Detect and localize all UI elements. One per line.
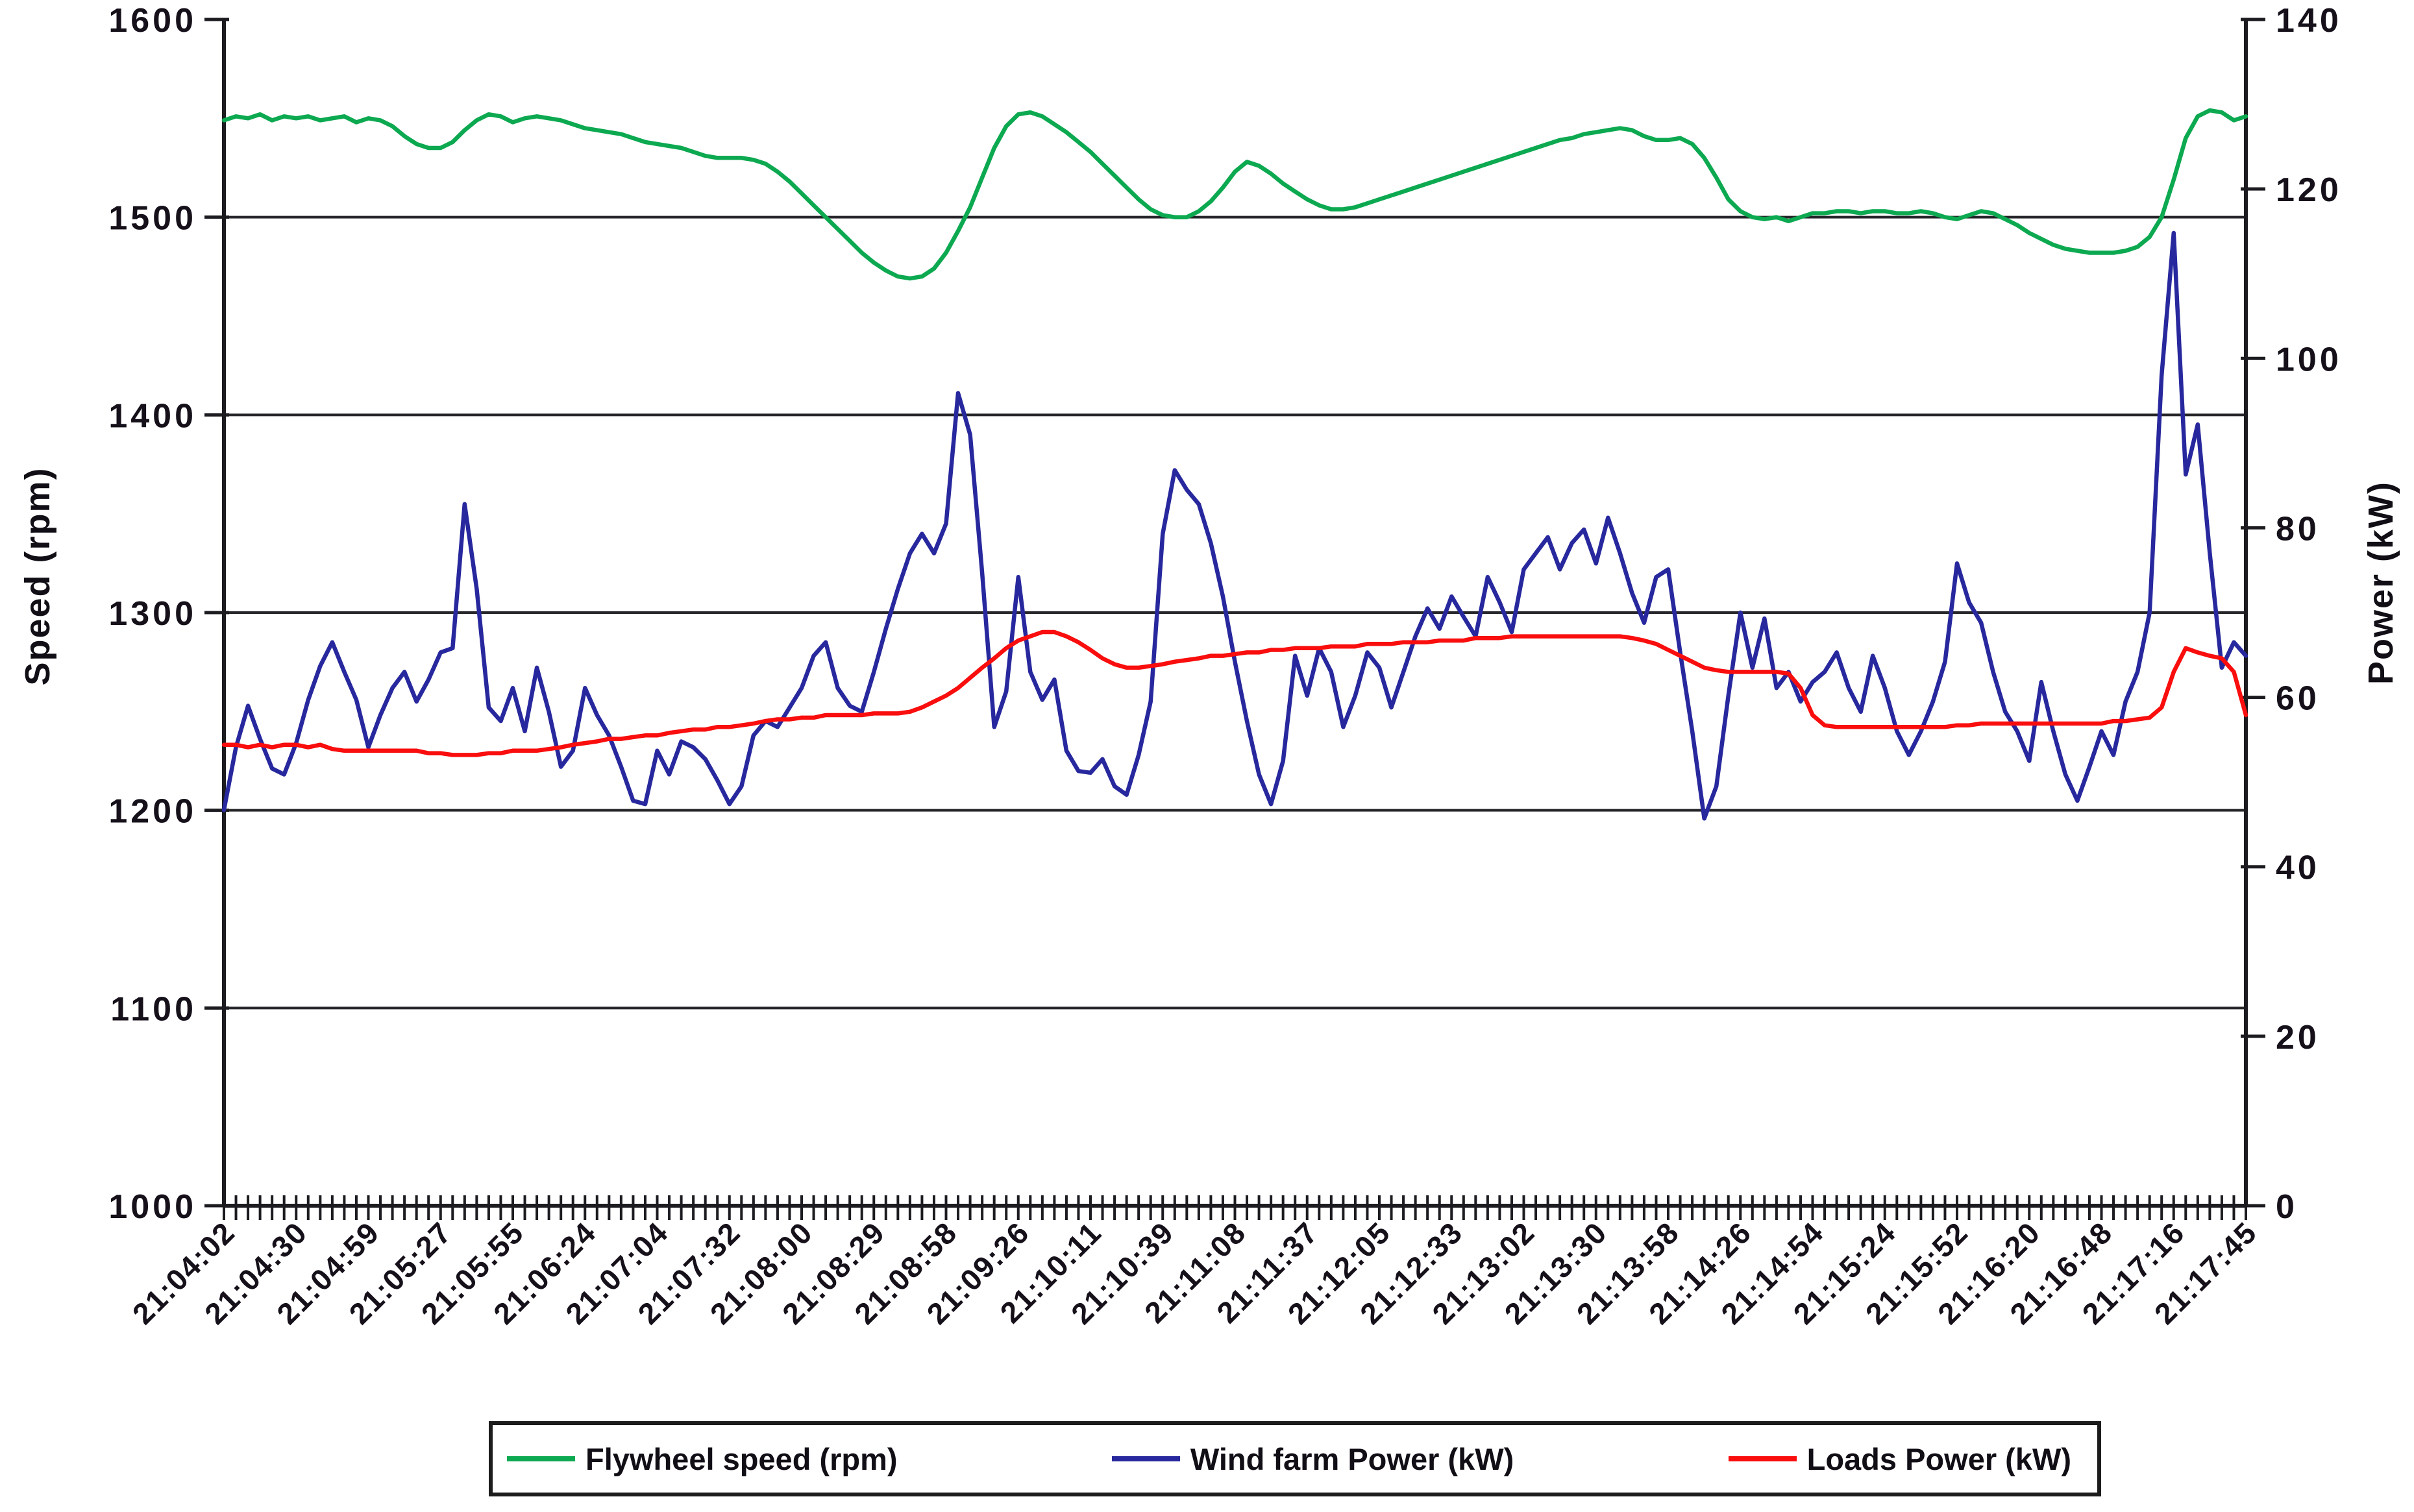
- right-axis-tick-label: 120: [2276, 171, 2342, 209]
- left-axis-tick-label: 1000: [108, 1188, 197, 1226]
- right-axis-tick-label: 140: [2276, 2, 2342, 40]
- left-axis-tick-label: 1100: [110, 990, 197, 1028]
- legend-item-wind-farm-power: Wind farm Power (kW): [1111, 1441, 1514, 1477]
- legend-label-wind-farm-power: Wind farm Power (kW): [1190, 1441, 1514, 1476]
- series-line-wind-farm-power-kw: [221, 230, 2248, 821]
- left-axis-tick-label: 1300: [108, 595, 197, 633]
- legend-item-loads-power: Loads Power (kW): [1728, 1441, 2071, 1477]
- right-axis-tick-label: 60: [2276, 680, 2320, 718]
- flywheel-speed-line-swatch: [507, 1456, 575, 1461]
- left-axis-title: Speed (rpm): [18, 467, 57, 686]
- legend-label-loads-power: Loads Power (kW): [1806, 1441, 2071, 1476]
- series-line-loads-power-kw: [221, 629, 2248, 757]
- legend: Flywheel speed (rpm) Wind farm Power (kW…: [489, 1421, 2101, 1496]
- left-axis-tick-label: 1600: [108, 2, 197, 40]
- right-axis-tick-label: 40: [2276, 849, 2320, 887]
- right-axis-tick-label: 20: [2276, 1019, 2320, 1056]
- legend-item-flywheel-speed: Flywheel speed (rpm): [507, 1441, 898, 1477]
- wind-farm-power-line-swatch: [1111, 1456, 1180, 1461]
- right-axis-tick-label: 100: [2276, 341, 2342, 378]
- left-axis-tick-label: 1200: [108, 793, 197, 831]
- right-axis-tick-label: 0: [2276, 1188, 2298, 1226]
- right-axis-tick-label: 80: [2276, 510, 2320, 548]
- left-axis-tick-label: 1500: [108, 200, 197, 238]
- loads-power-line-swatch: [1728, 1456, 1797, 1461]
- legend-label-flywheel-speed: Flywheel speed (rpm): [585, 1441, 898, 1476]
- right-axis-title: Power (kW): [2361, 480, 2400, 685]
- left-axis-tick-label: 1400: [108, 397, 197, 435]
- series-line-flywheel-speed-rpm: [221, 108, 2248, 281]
